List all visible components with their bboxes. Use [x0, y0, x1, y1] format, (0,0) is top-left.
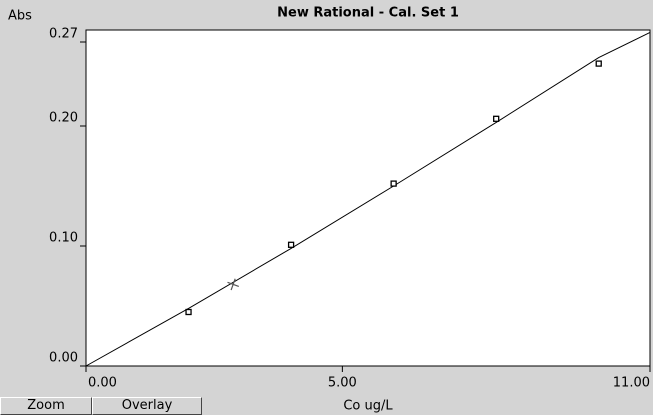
- standard-point: [493, 115, 500, 122]
- sample-point: [227, 278, 239, 291]
- plot-area: [85, 29, 651, 367]
- overlay-button[interactable]: Overlay: [92, 397, 202, 415]
- standard-point: [390, 180, 397, 187]
- chart-title: New Rational - Cal. Set 1: [277, 6, 459, 21]
- y-tick-label: 0.10: [49, 231, 78, 246]
- x-tick-label: 5.00: [328, 376, 357, 391]
- standard-point: [185, 308, 192, 316]
- standard-point: [287, 241, 295, 248]
- x-tick-label: 11.00: [613, 376, 650, 391]
- y-tick-label: 0.00: [49, 351, 78, 366]
- standard-point: [595, 60, 602, 67]
- x-axis-label: Co ug/L: [343, 399, 393, 414]
- x-tick-label: 0.00: [88, 376, 117, 391]
- y-tick-label: 0.20: [49, 111, 78, 126]
- y-axis-label: Abs: [8, 9, 32, 24]
- zoom-button[interactable]: Zoom: [0, 397, 92, 415]
- y-tick-label: 0.27: [49, 27, 78, 42]
